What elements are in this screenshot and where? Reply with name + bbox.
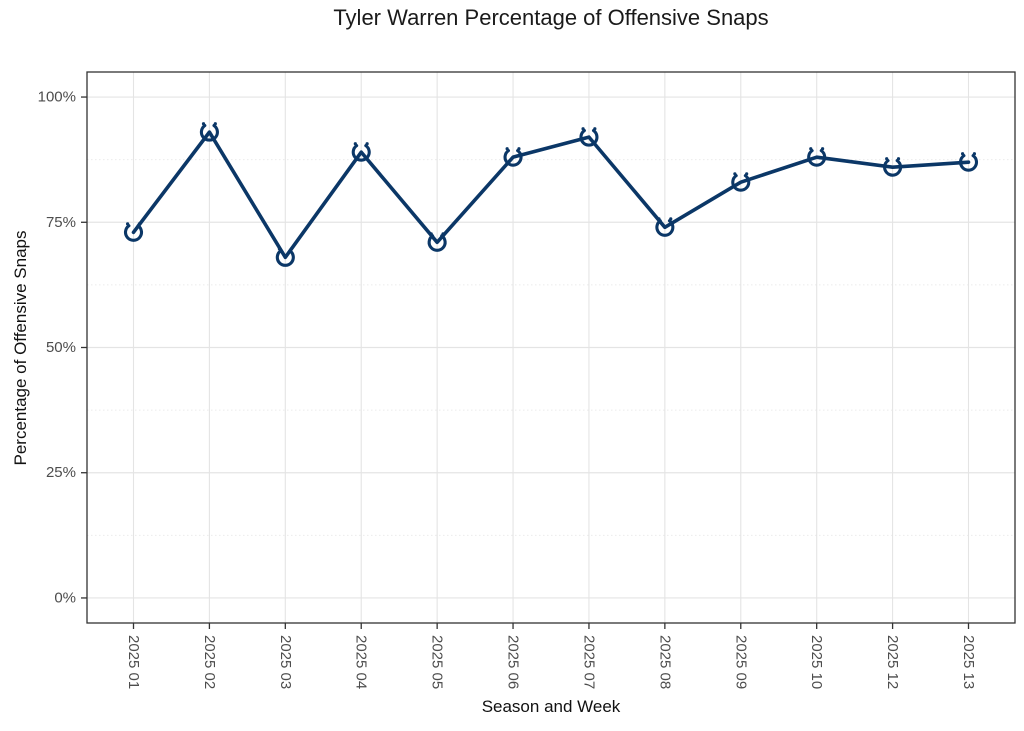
colts-horseshoe-icon <box>883 159 903 177</box>
y-tick-label: 0% <box>54 589 76 606</box>
horseshoe-nail-left <box>277 247 282 251</box>
colts-horseshoe-icon <box>503 149 523 167</box>
horseshoe-nail-left <box>429 232 433 236</box>
horseshoe-nail-left <box>201 122 206 126</box>
colts-horseshoe-icon <box>655 219 675 237</box>
data-point <box>124 222 143 242</box>
data-point <box>655 217 675 237</box>
x-tick-label: 2025 10 <box>808 635 825 689</box>
data-point <box>883 157 903 177</box>
horseshoe-nail-right <box>517 147 521 151</box>
x-axis-title: Season and Week <box>481 697 621 716</box>
colts-horseshoe-icon <box>124 224 143 242</box>
data-point <box>427 232 447 252</box>
y-tick-label: 25% <box>46 464 76 481</box>
horseshoe-nail-left <box>885 157 889 161</box>
horseshoe-nail-right <box>745 172 749 176</box>
x-tick-label: 2025 03 <box>277 635 294 689</box>
x-tick-label: 2025 06 <box>505 635 522 689</box>
y-tick-label: 100% <box>38 89 76 106</box>
y-tick-label: 50% <box>46 339 76 356</box>
y-tick-label: 75% <box>46 214 76 231</box>
horseshoe-nail-right <box>213 122 217 126</box>
colts-horseshoe-icon <box>959 154 978 172</box>
horseshoe-nail-right <box>441 232 445 236</box>
x-tick-label: 2025 02 <box>201 635 218 689</box>
x-tick-label: 2025 13 <box>960 635 977 689</box>
colts-horseshoe-icon <box>731 174 751 192</box>
horseshoe-nail-left <box>733 172 737 176</box>
horseshoe-nail-left <box>961 152 965 156</box>
horseshoe-nail-left <box>809 147 813 151</box>
data-point <box>731 172 751 192</box>
data-line <box>131 130 971 260</box>
x-tick-label: 2025 09 <box>732 635 749 689</box>
y-axis-title: Percentage of Offensive Snaps <box>11 230 30 466</box>
x-tick-label: 2025 01 <box>125 635 142 689</box>
horseshoe-nail-right <box>820 147 825 151</box>
horseshoe-nail-left <box>505 147 509 151</box>
horseshoe-nail-left <box>657 217 661 221</box>
horseshoe-nail-right <box>137 222 141 226</box>
data-point <box>807 147 827 167</box>
data-point <box>959 152 978 172</box>
x-tick-label: 2025 04 <box>353 635 370 689</box>
data-point <box>351 142 371 162</box>
data-point <box>275 247 295 267</box>
horseshoe-nail-right <box>289 247 293 251</box>
horseshoe-nail-left <box>126 222 130 226</box>
horseshoe-nail-right <box>365 142 369 146</box>
x-tick-label: 2025 12 <box>884 635 901 689</box>
horseshoe-nail-left <box>353 142 357 146</box>
horseshoe-nail-right <box>972 152 976 156</box>
chart-title: Tyler Warren Percentage of Offensive Sna… <box>333 5 769 30</box>
data-point <box>199 122 219 142</box>
data-point <box>579 127 599 147</box>
data-point <box>503 147 523 167</box>
x-tick-label: 2025 07 <box>580 635 597 689</box>
colts-horseshoe-icon <box>427 234 447 252</box>
x-tick-label: 2025 05 <box>429 635 446 689</box>
colts-horseshoe-icon <box>275 249 295 267</box>
colts-horseshoe-icon <box>807 149 827 167</box>
horseshoe-nail-left <box>581 127 585 131</box>
horseshoe-nail-right <box>593 127 597 131</box>
horseshoe-nail-right <box>896 157 901 161</box>
x-tick-label: 2025 08 <box>656 635 673 689</box>
colts-horseshoe-icon <box>579 129 599 147</box>
colts-horseshoe-icon <box>199 124 219 142</box>
horseshoe-nail-right <box>669 217 673 221</box>
colts-horseshoe-icon <box>351 144 371 162</box>
